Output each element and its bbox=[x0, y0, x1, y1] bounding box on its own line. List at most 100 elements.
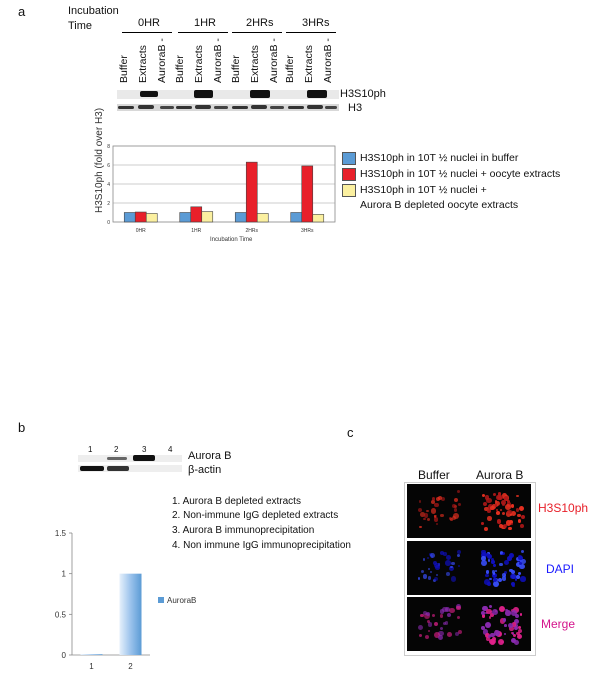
blot-band bbox=[160, 106, 174, 109]
nucleus-dot bbox=[456, 549, 461, 554]
lane-label: Buffer bbox=[118, 55, 130, 83]
nucleus-dot bbox=[516, 634, 522, 640]
legend-label-buffer: H3S10ph in 10T ½ nuclei in buffer bbox=[360, 152, 519, 164]
nucleus-dot bbox=[481, 560, 487, 567]
nucleus-dot bbox=[482, 629, 489, 635]
nucleus-dot bbox=[430, 570, 433, 573]
blot-band bbox=[194, 90, 213, 98]
nucleus-dot bbox=[443, 552, 447, 556]
nucleus-dot bbox=[488, 635, 492, 639]
chart-a-bar bbox=[234, 212, 247, 223]
chart-a-xtick-label: 0HR bbox=[136, 228, 146, 234]
nucleus-dot bbox=[427, 620, 431, 624]
legend-label-depleted-line2: Aurora B depleted oocyte extracts bbox=[360, 199, 519, 211]
nucleus-dot bbox=[493, 580, 499, 587]
nucleus-dot bbox=[435, 522, 439, 526]
nucleus-dot bbox=[427, 556, 430, 559]
nucleus-dot bbox=[426, 518, 430, 522]
h3s10ph-blot bbox=[117, 90, 339, 99]
nucleus-dot bbox=[487, 553, 493, 559]
chart-a-ytick-label: 2 bbox=[107, 201, 110, 207]
nucleus-dot bbox=[490, 613, 495, 617]
nucleus-dot bbox=[453, 513, 459, 519]
nucleus-dot bbox=[486, 497, 492, 504]
nucleus-dot bbox=[451, 516, 457, 521]
blot-band bbox=[133, 455, 155, 461]
nucleus-dot bbox=[483, 502, 488, 507]
nucleus-dot bbox=[427, 622, 433, 627]
nucleus-dot bbox=[505, 511, 511, 517]
lane-label: AuroraB - bbox=[268, 38, 280, 83]
nucleus-dot bbox=[507, 500, 511, 504]
blot-label-h3s10ph: H3S10ph bbox=[340, 88, 386, 100]
nucleus-dot bbox=[420, 512, 425, 517]
micrograph-image bbox=[469, 541, 531, 595]
nucleus-dot bbox=[514, 578, 518, 581]
blot-band bbox=[307, 105, 323, 109]
nucleus-dot bbox=[494, 630, 500, 637]
nucleus-dot bbox=[520, 549, 525, 553]
nucleus-dot bbox=[458, 565, 461, 568]
chart-a-bar bbox=[145, 213, 158, 223]
nucleus-dot bbox=[518, 561, 522, 565]
chart-a-xtick-label: 3HRs bbox=[301, 228, 314, 234]
nucleus-dot bbox=[503, 496, 508, 501]
nucleus-dot bbox=[439, 626, 443, 630]
nucleus-dot bbox=[492, 578, 498, 583]
nucleus-dot bbox=[457, 616, 461, 620]
list-item: 2. Non-immune IgG depleted extracts bbox=[172, 510, 339, 521]
nucleus-dot bbox=[487, 558, 491, 562]
chart-a-bar bbox=[134, 211, 147, 223]
nucleus-dot bbox=[487, 509, 492, 514]
nucleus-dot bbox=[510, 631, 514, 635]
nucleus-dot bbox=[448, 565, 454, 572]
nucleus-dot bbox=[515, 561, 521, 567]
nucleus-dot bbox=[498, 639, 505, 646]
nucleus-dot bbox=[435, 496, 440, 502]
legend-swatch-depleted bbox=[342, 184, 356, 197]
nucleus-dot bbox=[519, 523, 524, 528]
chart-b: 0 0.5 1 1.5 1 2 AuroraB bbox=[55, 529, 196, 671]
nucleus-dot bbox=[497, 492, 502, 497]
micrograph-image bbox=[469, 484, 531, 538]
nucleus-dot bbox=[516, 494, 519, 498]
nucleus-dot bbox=[433, 632, 440, 638]
nucleus-dot bbox=[438, 496, 443, 500]
nucleus-dot bbox=[508, 552, 514, 558]
nucleus-dot bbox=[453, 497, 459, 503]
nucleus-dot bbox=[503, 570, 507, 574]
blot-band bbox=[270, 106, 284, 109]
nucleus-dot bbox=[499, 605, 506, 612]
nucleus-dot bbox=[456, 605, 461, 611]
lane-label: Buffer bbox=[284, 55, 296, 83]
chart-a-bar bbox=[290, 212, 303, 223]
nucleus-dot bbox=[510, 638, 516, 644]
blot-band bbox=[138, 105, 154, 109]
nucleus-dot bbox=[434, 621, 439, 626]
nucleus-dot bbox=[439, 609, 445, 615]
nucleus-dot bbox=[502, 618, 507, 622]
nucleus-dot bbox=[481, 625, 486, 630]
nucleus-dot bbox=[481, 549, 486, 555]
nucleus-dot bbox=[439, 613, 444, 618]
legend-label-extracts: H3S10ph in 10T ½ nuclei + oocyte extract… bbox=[360, 168, 561, 180]
nucleus-dot bbox=[452, 504, 456, 509]
nucleus-dot bbox=[424, 613, 431, 620]
nucleus-dot bbox=[490, 632, 495, 638]
blot-band bbox=[307, 90, 327, 98]
timepoint-1hr: 1HR bbox=[194, 17, 217, 29]
nucleus-dot bbox=[436, 573, 439, 577]
nucleus-dot bbox=[417, 577, 421, 580]
blot-band bbox=[195, 105, 211, 109]
nucleus-dot bbox=[501, 576, 506, 581]
incubation-label: Incubation bbox=[68, 5, 119, 17]
nucleus-dot bbox=[496, 519, 502, 524]
nucleus-dot bbox=[487, 516, 492, 521]
nucleus-dot bbox=[504, 624, 507, 627]
row-label-merge: Merge bbox=[541, 617, 576, 631]
chart-b-ytick-label: 1 bbox=[62, 570, 67, 579]
micrograph-image bbox=[407, 541, 469, 595]
chart-a-ytick-label: 0 bbox=[107, 220, 110, 226]
nucleus-dot bbox=[511, 569, 516, 574]
column-label-buffer: Buffer bbox=[418, 468, 450, 482]
